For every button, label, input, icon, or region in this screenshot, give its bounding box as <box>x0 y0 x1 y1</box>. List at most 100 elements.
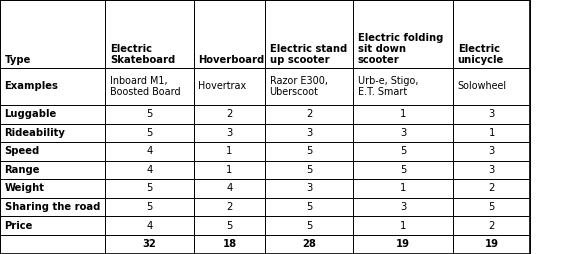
Bar <box>0 161 105 179</box>
Text: 18: 18 <box>222 240 237 249</box>
Bar <box>0 105 105 124</box>
Text: 2: 2 <box>306 109 312 119</box>
Bar <box>265 0 353 68</box>
Text: 1: 1 <box>400 109 406 119</box>
Text: Luggable: Luggable <box>5 109 57 119</box>
Bar <box>265 179 353 198</box>
Bar <box>105 68 194 105</box>
Bar <box>105 235 194 254</box>
Text: 2: 2 <box>226 202 233 212</box>
Text: 5: 5 <box>146 183 153 194</box>
Bar <box>194 235 265 254</box>
Text: 32: 32 <box>142 240 157 249</box>
Text: Electric stand
up scooter: Electric stand up scooter <box>270 44 347 65</box>
Text: 4: 4 <box>146 165 153 175</box>
Text: Type: Type <box>5 55 31 65</box>
Text: 5: 5 <box>400 146 406 156</box>
Bar <box>194 0 265 68</box>
Bar <box>453 124 530 142</box>
Text: 1: 1 <box>400 220 406 231</box>
Bar <box>105 142 194 161</box>
Text: 1: 1 <box>400 183 406 194</box>
Bar <box>353 198 453 216</box>
Text: Hovertrax: Hovertrax <box>198 82 247 91</box>
Bar <box>105 161 194 179</box>
Text: 5: 5 <box>306 202 312 212</box>
Text: Solowheel: Solowheel <box>458 82 507 91</box>
Text: 2: 2 <box>488 183 495 194</box>
Bar <box>0 179 105 198</box>
Bar <box>194 124 265 142</box>
Bar <box>265 142 353 161</box>
Text: Electric
unicycle: Electric unicycle <box>458 44 504 65</box>
Bar <box>194 142 265 161</box>
Text: 1: 1 <box>488 128 495 138</box>
Bar <box>453 0 530 68</box>
Bar <box>194 105 265 124</box>
Text: 3: 3 <box>400 202 406 212</box>
Bar <box>265 198 353 216</box>
Text: 19: 19 <box>396 240 410 249</box>
Bar <box>353 161 453 179</box>
Text: 2: 2 <box>226 109 233 119</box>
Bar <box>0 216 105 235</box>
Text: 3: 3 <box>488 165 495 175</box>
Bar <box>353 0 453 68</box>
Text: 4: 4 <box>146 220 153 231</box>
Bar <box>453 198 530 216</box>
Bar <box>353 179 453 198</box>
Text: 3: 3 <box>226 128 233 138</box>
Bar <box>353 68 453 105</box>
Bar <box>265 235 353 254</box>
Bar <box>105 179 194 198</box>
Bar <box>0 235 105 254</box>
Text: 5: 5 <box>226 220 233 231</box>
Text: Speed: Speed <box>5 146 40 156</box>
Text: Sharing the road: Sharing the road <box>5 202 100 212</box>
Bar <box>194 216 265 235</box>
Bar <box>453 105 530 124</box>
Text: Electric
Skateboard: Electric Skateboard <box>110 44 175 65</box>
Text: 4: 4 <box>226 183 233 194</box>
Bar <box>265 105 353 124</box>
Text: 5: 5 <box>146 128 153 138</box>
Bar <box>453 142 530 161</box>
Bar <box>105 198 194 216</box>
Text: 5: 5 <box>146 202 153 212</box>
Bar <box>453 68 530 105</box>
Bar <box>105 124 194 142</box>
Bar <box>265 216 353 235</box>
Bar <box>265 161 353 179</box>
Text: 3: 3 <box>306 183 312 194</box>
Bar <box>353 105 453 124</box>
Text: 5: 5 <box>488 202 495 212</box>
Bar <box>353 216 453 235</box>
Bar <box>194 198 265 216</box>
Text: 1: 1 <box>226 165 233 175</box>
Bar <box>194 179 265 198</box>
Bar <box>0 68 105 105</box>
Bar <box>353 235 453 254</box>
Bar <box>105 216 194 235</box>
Bar <box>194 161 265 179</box>
Bar <box>453 216 530 235</box>
Text: Range: Range <box>5 165 40 175</box>
Text: Weight: Weight <box>5 183 44 194</box>
Text: Razor E300,
Uberscoot: Razor E300, Uberscoot <box>270 76 328 97</box>
Text: 5: 5 <box>146 109 153 119</box>
Text: 3: 3 <box>488 146 495 156</box>
Text: Price: Price <box>5 220 33 231</box>
Text: 1: 1 <box>226 146 233 156</box>
Bar <box>0 124 105 142</box>
Text: 3: 3 <box>306 128 312 138</box>
Bar <box>453 179 530 198</box>
Text: Examples: Examples <box>5 82 59 91</box>
Text: 3: 3 <box>488 109 495 119</box>
Text: 28: 28 <box>302 240 316 249</box>
Text: 4: 4 <box>146 146 153 156</box>
Text: 3: 3 <box>400 128 406 138</box>
Text: Hoverboard: Hoverboard <box>198 55 264 65</box>
Text: 19: 19 <box>484 240 499 249</box>
Text: 5: 5 <box>306 146 312 156</box>
Text: 5: 5 <box>306 220 312 231</box>
